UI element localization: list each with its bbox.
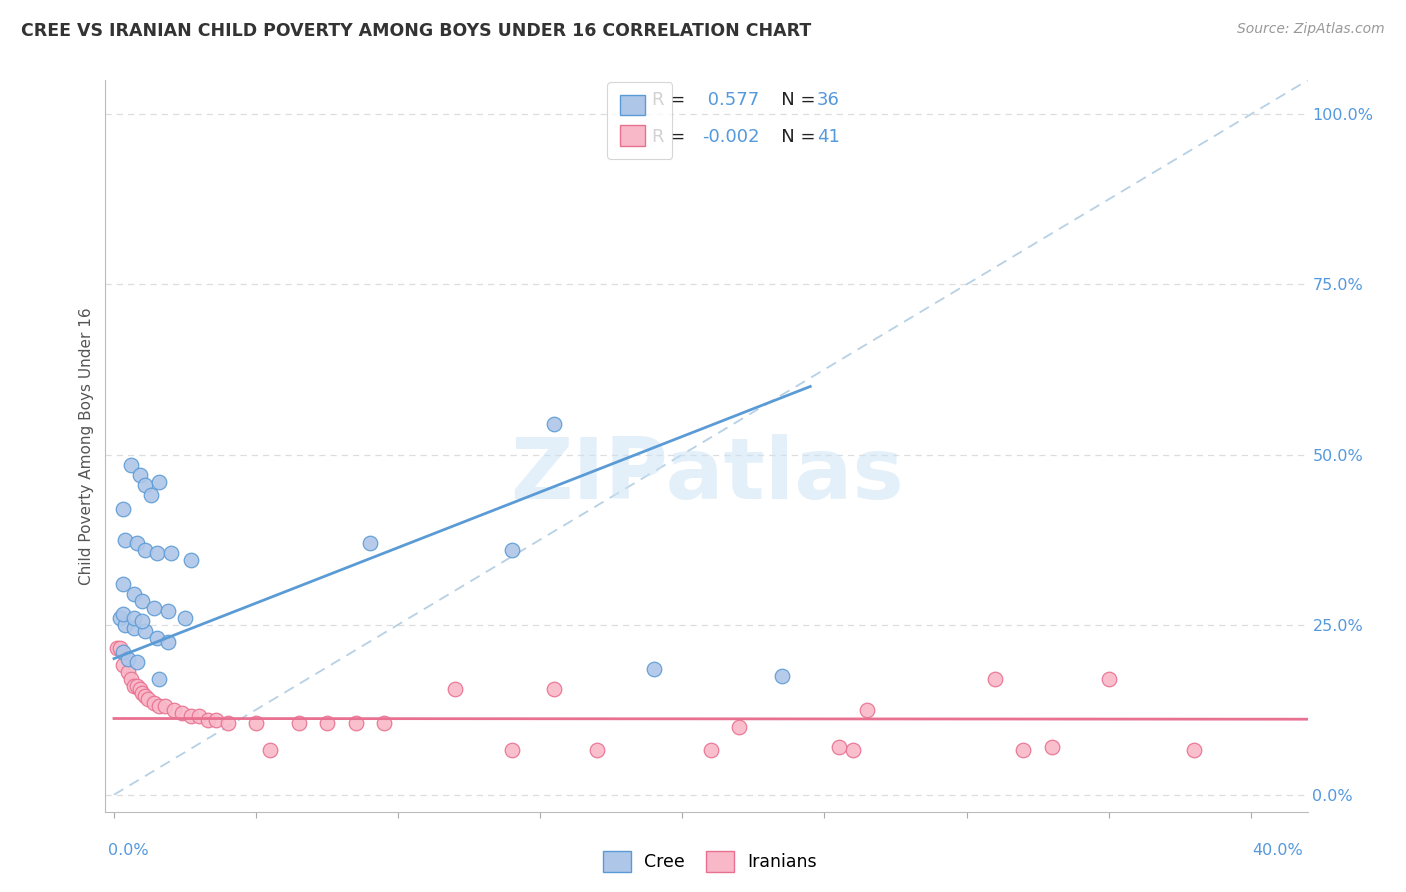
Point — [1040, 740, 1063, 755]
Point — [105, 641, 128, 656]
Text: N =: N = — [765, 128, 821, 145]
Y-axis label: Child Poverty Among Boys Under 16: Child Poverty Among Boys Under 16 — [79, 307, 94, 585]
Point — [122, 679, 145, 693]
Point — [125, 655, 148, 669]
Point — [359, 536, 381, 550]
Text: 0.577: 0.577 — [702, 91, 759, 109]
Point — [842, 743, 865, 757]
Point — [122, 621, 145, 635]
Point — [543, 417, 565, 431]
Text: R =: R = — [652, 128, 692, 145]
Point — [984, 672, 1007, 686]
Text: CREE VS IRANIAN CHILD POVERTY AMONG BOYS UNDER 16 CORRELATION CHART: CREE VS IRANIAN CHILD POVERTY AMONG BOYS… — [21, 22, 811, 40]
Point — [120, 672, 142, 686]
Point — [117, 665, 139, 680]
Point — [188, 709, 211, 723]
Point — [128, 467, 150, 482]
Point — [373, 716, 395, 731]
Text: N =: N = — [765, 91, 821, 109]
Point — [125, 536, 148, 550]
Point — [163, 703, 186, 717]
Point — [142, 600, 165, 615]
Point — [770, 668, 793, 682]
Point — [145, 546, 167, 560]
Point — [728, 720, 751, 734]
Point — [501, 743, 523, 757]
Point — [156, 604, 179, 618]
Point — [134, 624, 156, 639]
Legend: , : , — [607, 82, 672, 159]
Point — [643, 662, 665, 676]
Point — [108, 611, 131, 625]
Point — [153, 699, 176, 714]
Point — [122, 587, 145, 601]
Point — [287, 716, 309, 731]
Point — [131, 594, 153, 608]
Point — [111, 658, 134, 673]
Point — [180, 553, 202, 567]
Point — [245, 716, 267, 731]
Point — [205, 713, 228, 727]
Point — [122, 611, 145, 625]
Point — [142, 696, 165, 710]
Point — [111, 576, 134, 591]
Point — [172, 706, 194, 720]
Point — [217, 716, 239, 731]
Point — [134, 542, 156, 557]
Point — [700, 743, 723, 757]
Text: 41: 41 — [817, 128, 839, 145]
Point — [148, 699, 170, 714]
Legend: Cree, Iranians: Cree, Iranians — [596, 844, 824, 879]
Point — [180, 709, 202, 723]
Point — [125, 679, 148, 693]
Point — [827, 740, 849, 755]
Text: 40.0%: 40.0% — [1253, 843, 1303, 858]
Point — [136, 692, 159, 706]
Point — [316, 716, 339, 731]
Point — [1012, 743, 1035, 757]
Point — [444, 682, 467, 697]
Point — [128, 682, 150, 697]
Point — [114, 617, 136, 632]
Point — [159, 546, 181, 560]
Point — [543, 682, 565, 697]
Point — [111, 607, 134, 622]
Point — [145, 631, 167, 645]
Point — [148, 475, 170, 489]
Point — [148, 672, 170, 686]
Point — [1098, 672, 1121, 686]
Text: R =: R = — [652, 91, 692, 109]
Point — [586, 743, 609, 757]
Point — [134, 689, 156, 703]
Point — [131, 614, 153, 628]
Point — [156, 634, 179, 648]
Text: -0.002: -0.002 — [702, 128, 759, 145]
Point — [344, 716, 367, 731]
Point — [114, 533, 136, 547]
Text: 36: 36 — [817, 91, 839, 109]
Point — [111, 502, 134, 516]
Text: ZIPatlas: ZIPatlas — [509, 434, 904, 516]
Point — [111, 645, 134, 659]
Point — [174, 611, 197, 625]
Point — [856, 703, 879, 717]
Point — [117, 651, 139, 665]
Point — [501, 542, 523, 557]
Text: 0.0%: 0.0% — [108, 843, 149, 858]
Point — [120, 458, 142, 472]
Text: Source: ZipAtlas.com: Source: ZipAtlas.com — [1237, 22, 1385, 37]
Point — [134, 478, 156, 492]
Point — [197, 713, 219, 727]
Point — [259, 743, 281, 757]
Point — [108, 641, 131, 656]
Point — [131, 686, 153, 700]
Point — [139, 488, 162, 502]
Point — [1182, 743, 1205, 757]
